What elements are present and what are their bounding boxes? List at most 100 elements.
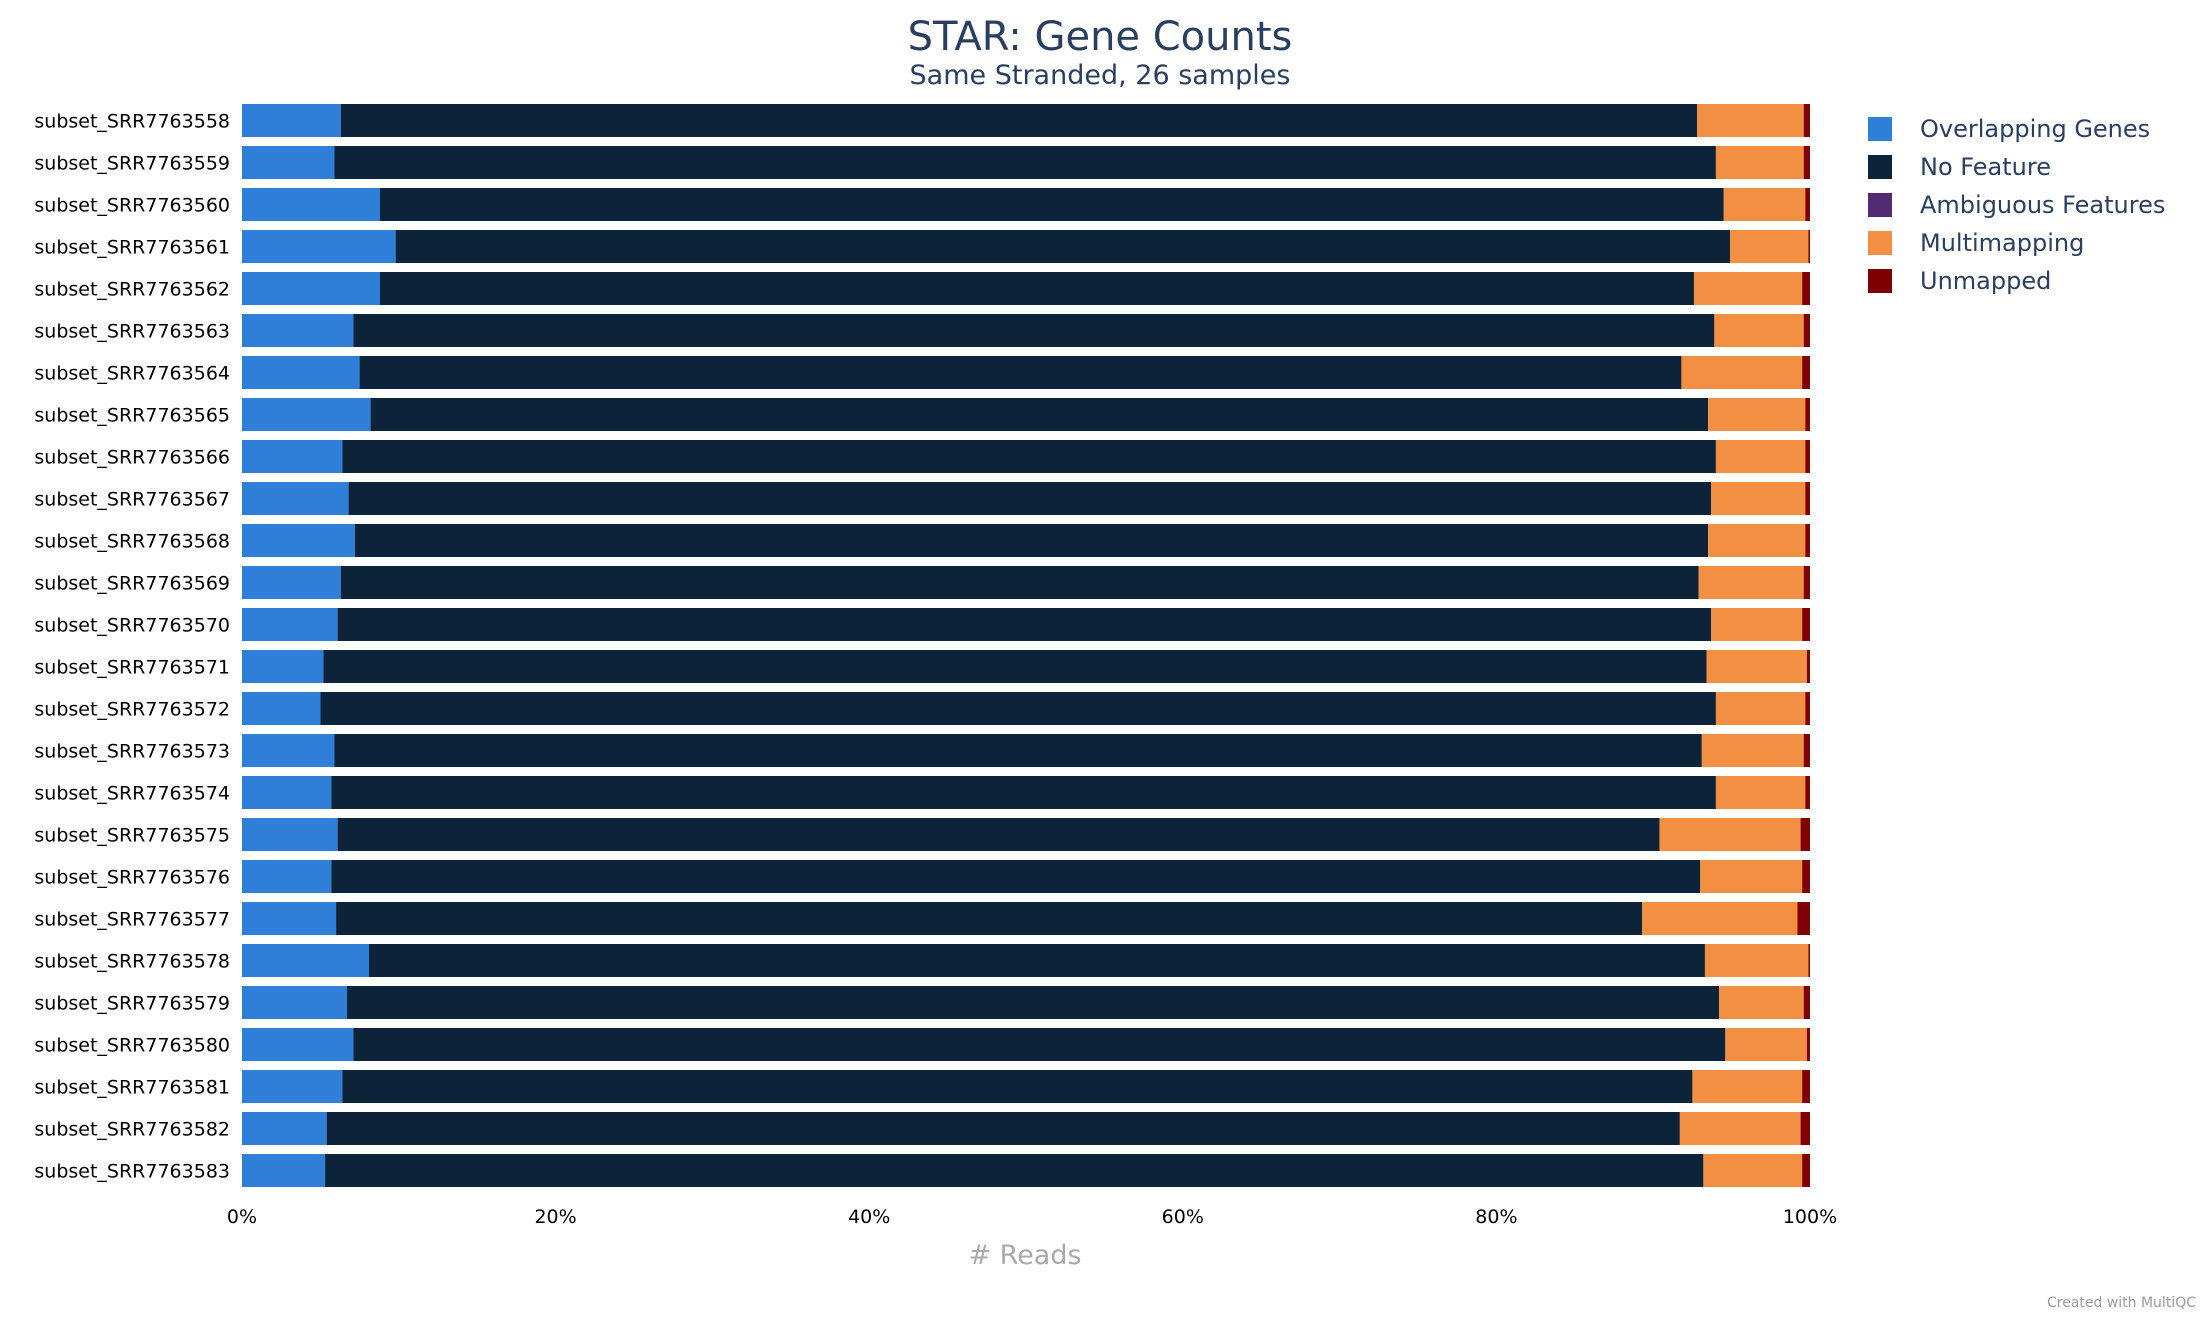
bar-segment-overlapping-genes[interactable]: [242, 986, 348, 1019]
bar-segment-no-feature[interactable]: [325, 1154, 1704, 1187]
bar-segment-unmapped[interactable]: [1808, 230, 1810, 263]
bar-segment-unmapped[interactable]: [1802, 860, 1810, 893]
bar-segment-overlapping-genes[interactable]: [242, 818, 338, 851]
legend[interactable]: Overlapping Genes No Feature Ambiguous Fea…: [1868, 115, 2165, 295]
bar-segment-multimapping[interactable]: [1706, 650, 1807, 683]
bar-segment-multimapping[interactable]: [1659, 818, 1801, 851]
bar-segment-unmapped[interactable]: [1802, 608, 1810, 641]
bar-row[interactable]: [242, 188, 1810, 221]
bar-segment-multimapping[interactable]: [1700, 860, 1803, 893]
bar-segment-unmapped[interactable]: [1802, 1070, 1810, 1103]
bar-segment-multimapping[interactable]: [1715, 146, 1804, 179]
bar-segment-overlapping-genes[interactable]: [242, 524, 355, 557]
bar-segment-no-feature[interactable]: [340, 566, 1699, 599]
legend-item[interactable]: Ambiguous Features: [1868, 191, 2165, 219]
bar-segment-unmapped[interactable]: [1803, 314, 1810, 347]
bar-segment-unmapped[interactable]: [1805, 188, 1810, 221]
bar-segment-multimapping[interactable]: [1723, 188, 1806, 221]
bar-row[interactable]: [242, 440, 1810, 473]
bar-segment-no-feature[interactable]: [331, 776, 1716, 809]
bar-segment-overlapping-genes[interactable]: [242, 692, 321, 725]
bar-segment-multimapping[interactable]: [1719, 986, 1804, 1019]
bar-segment-multimapping[interactable]: [1681, 356, 1803, 389]
bar-segment-no-feature[interactable]: [323, 650, 1707, 683]
bar-row[interactable]: [242, 734, 1810, 767]
bar-segment-overlapping-genes[interactable]: [242, 230, 396, 263]
bar-segment-overlapping-genes[interactable]: [242, 860, 332, 893]
bar-segment-unmapped[interactable]: [1806, 650, 1810, 683]
bar-segment-overlapping-genes[interactable]: [242, 776, 332, 809]
bar-row[interactable]: [242, 1028, 1810, 1061]
bar-segment-no-feature[interactable]: [395, 230, 1731, 263]
bar-segment-unmapped[interactable]: [1797, 902, 1810, 935]
bar-segment-multimapping[interactable]: [1708, 524, 1806, 557]
bar-segment-overlapping-genes[interactable]: [242, 440, 343, 473]
bar-segment-unmapped[interactable]: [1803, 566, 1810, 599]
bar-segment-unmapped[interactable]: [1805, 482, 1810, 515]
bar-segment-overlapping-genes[interactable]: [242, 1028, 354, 1061]
bar-segment-multimapping[interactable]: [1715, 776, 1806, 809]
bar-segment-overlapping-genes[interactable]: [242, 944, 370, 977]
bar-segment-overlapping-genes[interactable]: [242, 1154, 326, 1187]
bar-segment-no-feature[interactable]: [342, 440, 1716, 473]
bar-segment-unmapped[interactable]: [1802, 1154, 1810, 1187]
bar-segment-unmapped[interactable]: [1805, 440, 1810, 473]
bar-segment-overlapping-genes[interactable]: [242, 1070, 343, 1103]
bar-segment-multimapping[interactable]: [1725, 1028, 1807, 1061]
bar-row[interactable]: [242, 650, 1810, 683]
bar-row[interactable]: [242, 608, 1810, 641]
bar-segment-unmapped[interactable]: [1803, 104, 1810, 137]
bar-row[interactable]: [242, 1154, 1810, 1187]
bar-segment-multimapping[interactable]: [1704, 944, 1809, 977]
bar-segment-no-feature[interactable]: [347, 986, 1720, 1019]
bar-row[interactable]: [242, 230, 1810, 263]
legend-item[interactable]: No Feature: [1868, 153, 2051, 181]
bar-segment-unmapped[interactable]: [1805, 398, 1810, 431]
bar-segment-unmapped[interactable]: [1800, 1112, 1810, 1145]
bar-row[interactable]: [242, 566, 1810, 599]
bar-segment-unmapped[interactable]: [1802, 356, 1810, 389]
bar-segment-unmapped[interactable]: [1803, 734, 1810, 767]
bar-row[interactable]: [242, 272, 1810, 305]
bar-segment-no-feature[interactable]: [320, 692, 1716, 725]
bar-row[interactable]: [242, 314, 1810, 347]
bar-segment-no-feature[interactable]: [337, 818, 1660, 851]
bar-row[interactable]: [242, 1112, 1810, 1145]
bar-segment-multimapping[interactable]: [1711, 608, 1803, 641]
bar-segment-overlapping-genes[interactable]: [242, 398, 371, 431]
bar-row[interactable]: [242, 860, 1810, 893]
bar-segment-no-feature[interactable]: [379, 188, 1724, 221]
bar-row[interactable]: [242, 944, 1810, 977]
bar-segment-multimapping[interactable]: [1693, 272, 1803, 305]
bar-segment-multimapping[interactable]: [1711, 482, 1806, 515]
bar-segment-overlapping-genes[interactable]: [242, 1112, 327, 1145]
bar-segment-multimapping[interactable]: [1703, 1154, 1803, 1187]
bar-row[interactable]: [242, 104, 1810, 137]
bar-segment-unmapped[interactable]: [1808, 944, 1810, 977]
bar-segment-multimapping[interactable]: [1730, 230, 1809, 263]
bar-row[interactable]: [242, 1070, 1810, 1103]
bar-segment-unmapped[interactable]: [1805, 776, 1810, 809]
bar-segment-multimapping[interactable]: [1698, 566, 1804, 599]
bar-row[interactable]: [242, 356, 1810, 389]
bar-segment-unmapped[interactable]: [1800, 818, 1810, 851]
bar-segment-no-feature[interactable]: [334, 146, 1716, 179]
bar-segment-multimapping[interactable]: [1701, 734, 1804, 767]
bar-segment-overlapping-genes[interactable]: [242, 902, 337, 935]
bar-row[interactable]: [242, 902, 1810, 935]
bar-segment-unmapped[interactable]: [1805, 524, 1810, 557]
bar-segment-overlapping-genes[interactable]: [242, 104, 341, 137]
bar-segment-overlapping-genes[interactable]: [242, 566, 341, 599]
bar-segment-unmapped[interactable]: [1802, 272, 1810, 305]
bar-segment-no-feature[interactable]: [326, 1112, 1680, 1145]
bar-segment-no-feature[interactable]: [354, 524, 1709, 557]
bar-segment-no-feature[interactable]: [348, 482, 1712, 515]
bar-segment-unmapped[interactable]: [1803, 986, 1810, 1019]
bar-row[interactable]: [242, 986, 1810, 1019]
bar-segment-multimapping[interactable]: [1697, 104, 1804, 137]
bar-segment-no-feature[interactable]: [331, 860, 1701, 893]
bar-segment-no-feature[interactable]: [353, 314, 1715, 347]
bar-segment-overlapping-genes[interactable]: [242, 608, 338, 641]
bar-row[interactable]: [242, 524, 1810, 557]
bar-row[interactable]: [242, 818, 1810, 851]
